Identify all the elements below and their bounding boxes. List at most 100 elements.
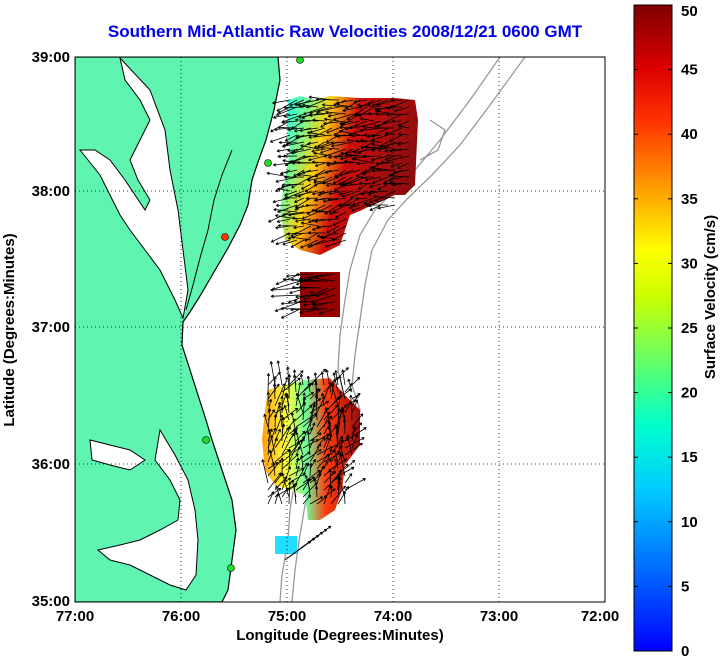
velocity-arrow (302, 301, 322, 307)
velocity-arrow (388, 174, 410, 178)
velocity-arrow (308, 276, 336, 282)
velocity-arrow (304, 232, 319, 242)
velocity-arrow (295, 476, 316, 491)
velocity-arrow (267, 383, 280, 400)
velocity-arrow (299, 273, 329, 281)
y-axis: 39:00 38:00 37:00 36:00 35:00 Latitude (… (1, 49, 70, 610)
velocity-arrow (342, 419, 347, 435)
colorbar-label: Surface Velocity (cm/s) (702, 215, 719, 379)
velocity-arrow (360, 139, 382, 143)
velocity-arrow (371, 141, 389, 152)
velocity-arrow (344, 473, 353, 484)
velocity-arrow (293, 299, 315, 303)
velocity-arrow (346, 106, 368, 121)
velocity-arrow (267, 408, 272, 435)
velocity-arrow (274, 127, 291, 132)
velocity-arrow (346, 434, 353, 456)
velocity-arrow (344, 159, 361, 164)
velocity-arrow (283, 404, 290, 421)
velocity-arrow (311, 294, 336, 303)
map-grid (75, 57, 605, 602)
velocity-arrow (358, 99, 375, 109)
velocity-arrow (341, 183, 361, 188)
velocity-arrow (298, 279, 329, 283)
velocity-arrow (288, 370, 304, 386)
velocity-arrow (302, 287, 329, 301)
velocity-arrow (302, 154, 319, 159)
velocity-arrow (294, 197, 305, 203)
velocity-arrow (315, 97, 340, 102)
velocity-arrow (301, 169, 319, 175)
velocity-arrow (342, 106, 361, 112)
velocity-arrow (344, 477, 366, 491)
velocity-arrow (364, 145, 389, 150)
velocity-arrow (377, 183, 389, 191)
velocity-arrow (305, 99, 326, 109)
velocity-arrow (337, 466, 355, 477)
x-tick-label: 73:00 (480, 608, 518, 625)
velocity-arrow (391, 183, 403, 187)
velocity-arrow (280, 308, 301, 319)
velocity-arrow (353, 99, 368, 104)
velocity-arrow (354, 124, 375, 129)
velocity-arrow (292, 428, 297, 449)
velocity-arrow (276, 360, 283, 386)
velocity-arrow (351, 197, 375, 207)
station-marker (227, 564, 235, 572)
velocity-arrow (375, 161, 389, 166)
velocity-arrow (355, 169, 368, 177)
velocity-arrow (334, 370, 339, 386)
velocity-arrow (337, 439, 344, 456)
velocity-arrow (312, 118, 326, 122)
delmarva-inner-shore (185, 149, 233, 311)
velocity-arrow (275, 203, 291, 208)
map-title: Southern Mid-Atlantic Raw Velocities 200… (107, 22, 583, 41)
velocity-arrow (271, 461, 276, 477)
velocity-arrow (267, 487, 282, 498)
velocity-arrow (304, 525, 332, 546)
y-tick-label: 37:00 (32, 319, 70, 336)
velocity-arrow (273, 208, 298, 213)
velocity-arrow (327, 113, 340, 118)
y-tick-label: 39:00 (32, 49, 70, 66)
velocity-arrow (384, 155, 396, 161)
velocity-arrow (275, 106, 298, 116)
velocity-arrow (272, 99, 291, 105)
velocity-arrow (332, 204, 347, 213)
velocity-arrow (333, 160, 354, 164)
velocity-arrow (294, 190, 319, 197)
velocity-arrow (313, 372, 318, 386)
velocity-arrow (287, 374, 292, 400)
velocity-arrow (345, 197, 361, 207)
velocity-arrow (351, 376, 361, 386)
velocity-arrow (313, 151, 333, 157)
velocity-arrow (334, 458, 339, 470)
colorbar-gradient (633, 4, 673, 652)
velocity-arrow (307, 176, 326, 182)
velocity-arrow (300, 221, 319, 227)
velocity-arrow (287, 148, 305, 153)
velocity-arrow (309, 113, 326, 117)
velocity-arrow (342, 491, 347, 505)
colorbar-tick-label: 0 (681, 643, 689, 659)
velocity-arrow (309, 106, 333, 115)
x-tick-label: 75:00 (268, 608, 306, 625)
velocity-arrow (295, 218, 312, 223)
velocity-arrows (261, 95, 410, 561)
velocity-arrow (308, 134, 333, 139)
velocity-arrow (324, 117, 340, 122)
colorbar-tick-label: 5 (681, 578, 689, 595)
velocity-arrow (320, 120, 333, 128)
velocity-arrow (327, 426, 332, 442)
velocity-arrow (328, 190, 347, 196)
x-tick-label: 74:00 (374, 608, 412, 625)
velocity-arrow (309, 398, 322, 407)
velocity-arrow (301, 211, 319, 220)
velocity-arrow (306, 131, 326, 136)
velocity-arrow (339, 444, 346, 463)
velocity-arrow (309, 422, 316, 435)
velocity-arrow (282, 141, 305, 148)
y-axis-label: Latitude (Degrees:Minutes) (1, 233, 18, 426)
velocity-arrow (306, 204, 326, 215)
